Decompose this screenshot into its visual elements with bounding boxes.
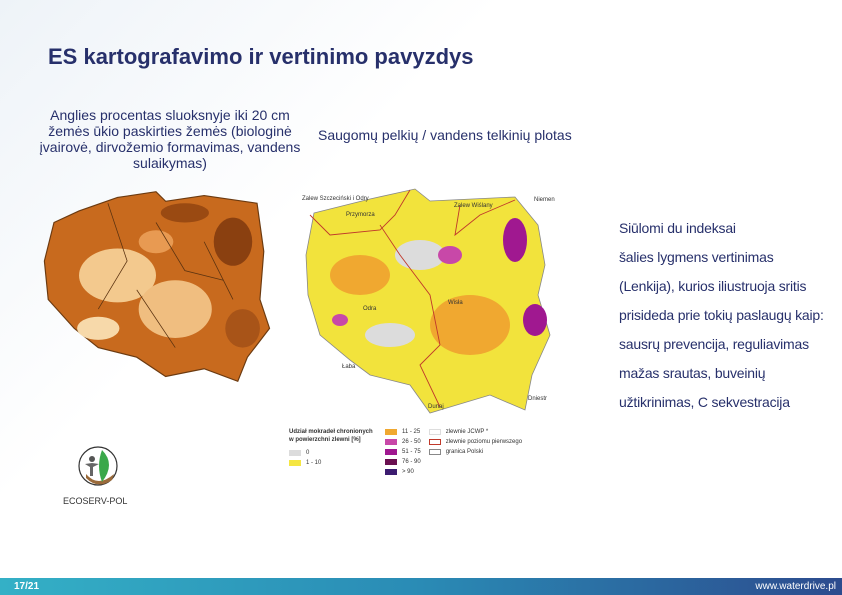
left-map-caption: Anglies procentas sluoksnyje iki 20 cm ž… bbox=[39, 107, 301, 171]
label-dniestr: Dniestr bbox=[528, 396, 548, 402]
label-odra: Odra bbox=[363, 306, 377, 312]
label-niemen: Niemen bbox=[534, 197, 555, 203]
legend-line-item: zlewnie poziomu pierwszego bbox=[428, 438, 522, 446]
logo-text: ECOSERV-POL bbox=[63, 496, 128, 506]
carbon-map bbox=[43, 191, 271, 383]
label-dunaj: Dunaj bbox=[428, 404, 444, 410]
label-wisla: Wisła bbox=[448, 300, 463, 306]
footer-bar: 17/21 www.waterdrive.pl bbox=[0, 578, 842, 595]
legend-line-item: zlewnie JCWP * bbox=[428, 428, 522, 436]
legend-line-item: granica Polski bbox=[428, 448, 522, 456]
legend-item: 76 - 90 bbox=[385, 458, 421, 466]
slide-title: ES kartografavimo ir vertinimo pavyzdys bbox=[48, 44, 474, 69]
legend-title: Udział mokradeł chronionych w powierzchn… bbox=[289, 429, 373, 443]
legend-item: > 90 bbox=[385, 468, 421, 476]
legend-item: 0 bbox=[289, 449, 377, 457]
legend-item: 51 - 75 bbox=[385, 448, 421, 456]
label-zalew-wislany: Zalew Wiślany bbox=[454, 203, 493, 209]
map-legend: Udział mokradeł chronionych w powierzchn… bbox=[289, 428, 522, 476]
legend-item: 26 - 50 bbox=[385, 438, 421, 446]
label-przymorze: Przymorza bbox=[346, 212, 375, 218]
side-text: Siūlomi du indeksai šalies lygmens verti… bbox=[619, 220, 824, 410]
label-laba: Łaba bbox=[342, 364, 356, 370]
right-map-caption: Saugomų pelkių / vandens telkinių plotas bbox=[318, 127, 572, 143]
wetland-map bbox=[305, 188, 551, 414]
legend-item: 11 - 25 bbox=[385, 428, 421, 436]
page-number: 17/21 bbox=[14, 581, 40, 592]
website-link[interactable]: www.waterdrive.pl bbox=[755, 581, 836, 592]
label-zalew-szczecinski: Zalew Szczeciński i Odry bbox=[302, 196, 369, 202]
legend-item: 1 - 10 bbox=[289, 459, 377, 467]
ecoserv-pol-logo bbox=[78, 446, 118, 486]
